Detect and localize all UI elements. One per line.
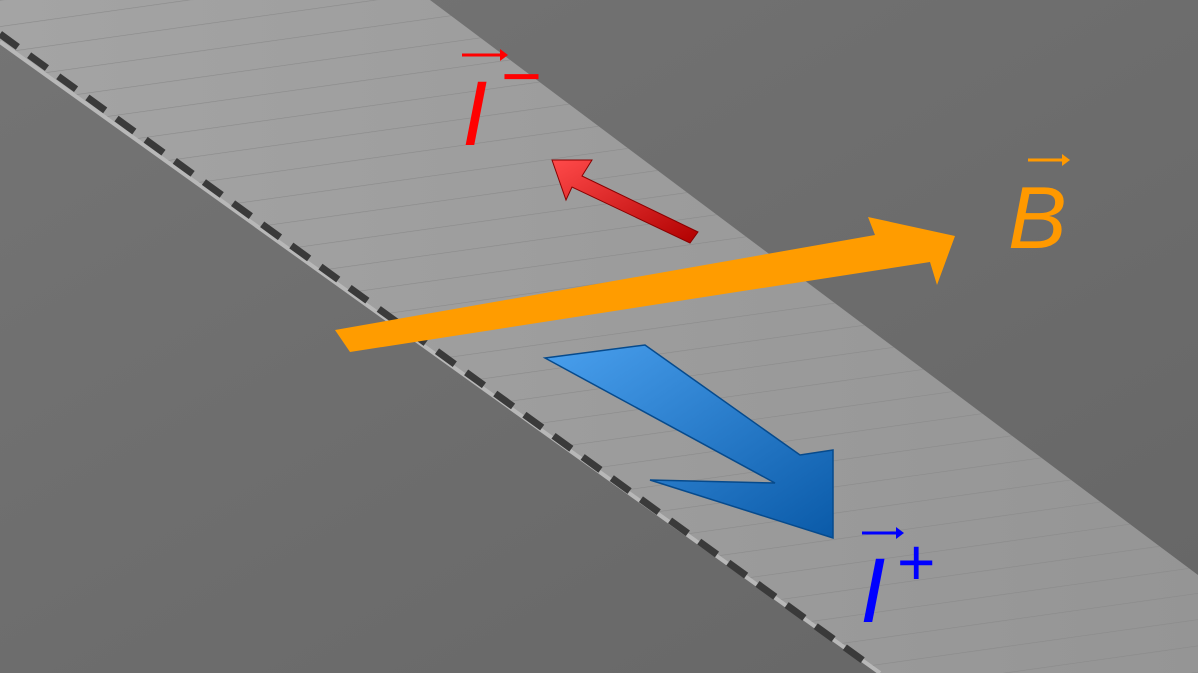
label-symbol: I [860, 540, 886, 642]
label-symbol: I [462, 63, 488, 165]
label-sign: − [500, 37, 541, 115]
vector-arrowhead-icon [500, 49, 508, 61]
vector-arrowhead-icon [896, 527, 904, 539]
label-current-plus: I + [860, 525, 935, 642]
label-symbol: B [1008, 168, 1067, 267]
label-field: B [1008, 154, 1070, 267]
magnetic-field-arrow [335, 217, 955, 352]
current-minus-arrow [551, 159, 699, 244]
label-sign: + [896, 525, 935, 599]
label-current-minus: I − [462, 37, 541, 165]
current-plus-arrow [542, 344, 834, 540]
vector-arrowhead-icon [1062, 154, 1070, 166]
